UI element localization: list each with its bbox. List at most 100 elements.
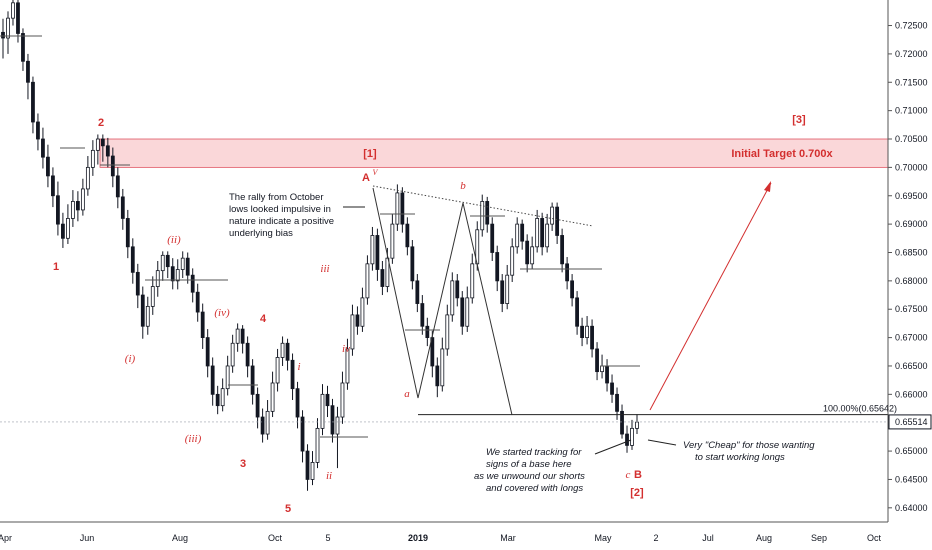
- time-tick-label: Oct: [268, 533, 283, 543]
- candle-body: [405, 223, 410, 248]
- candle-body: [36, 121, 40, 140]
- candle: [460, 291, 465, 335]
- candle-body: [210, 365, 215, 395]
- candle-body: [535, 218, 540, 248]
- price-axis[interactable]: 0.72500 0.72000 0.71500 0.71000 0.70500 0.700…: [888, 21, 928, 513]
- candle: [350, 304, 355, 356]
- candle-body: [295, 388, 300, 418]
- wave-label-1: 1: [53, 261, 59, 273]
- cheap-note-line: Very "Cheap" for those wanting: [683, 440, 815, 451]
- candle-body: [420, 303, 425, 327]
- candle-body: [135, 271, 140, 296]
- candle-body: [330, 405, 335, 435]
- candle-body: [390, 223, 395, 259]
- price-tick-label: 0.70000: [895, 162, 928, 172]
- candle: [11, 0, 15, 26]
- candle: [31, 76, 35, 134]
- candle-body: [95, 138, 100, 151]
- candle: [200, 303, 205, 349]
- wave-label-A-sup: V: [373, 168, 379, 177]
- candle-body: [125, 218, 130, 248]
- candle-body: [610, 382, 614, 395]
- time-tick-label: 2: [653, 533, 658, 543]
- rally-note: The rally from October lows looked impul…: [229, 192, 334, 239]
- candle-body: [270, 382, 275, 412]
- time-tick-label: Jun: [80, 533, 95, 543]
- candle: [245, 336, 250, 378]
- candle: [625, 425, 629, 453]
- candle-body: [105, 145, 110, 157]
- wave-abc-lines: [372, 187, 513, 416]
- price-tick-label: 0.72000: [895, 49, 928, 59]
- candle-body: [340, 382, 345, 418]
- candle-body: [350, 314, 355, 350]
- candle-body: [630, 427, 634, 446]
- candle-body: [600, 365, 604, 373]
- candle: [41, 127, 45, 169]
- candle-body: [235, 328, 240, 344]
- candle: [550, 202, 555, 231]
- price-tick-label: 0.69500: [895, 191, 928, 201]
- candle-body: [305, 450, 310, 480]
- plot-area[interactable]: [0, 0, 888, 522]
- candle: [135, 263, 140, 309]
- candle: [515, 217, 520, 254]
- time-tick-label: Aug: [756, 533, 772, 543]
- last-price-label: 0.65514: [895, 417, 928, 427]
- candle-body: [400, 192, 405, 225]
- price-tick-label: 0.67500: [895, 304, 928, 314]
- price-tick-label: 0.66500: [895, 361, 928, 371]
- candle-body: [370, 235, 375, 265]
- candle: [575, 291, 579, 335]
- candle-body: [110, 155, 115, 177]
- candle: [205, 329, 210, 378]
- candle-body: [635, 421, 639, 429]
- candle-body: [555, 206, 560, 236]
- rally-note-line: The rally from October: [229, 192, 324, 203]
- wave-label-i-paren: (i): [125, 353, 136, 365]
- candle-body: [300, 416, 305, 452]
- candle: [380, 261, 385, 296]
- wave-label-ii-paren: (ii): [167, 234, 181, 246]
- time-tick-label: May: [594, 533, 612, 543]
- candle-body: [240, 328, 245, 344]
- candle-body: [410, 246, 415, 282]
- candle: [565, 257, 570, 290]
- time-axis[interactable]: Apr Jun Aug Oct 5 2019 Mar May 2 Jul Aug…: [0, 533, 881, 543]
- candle-body: [385, 257, 390, 287]
- candle-body: [61, 223, 65, 239]
- candle: [520, 219, 525, 250]
- wave-label-iii-paren: (iii): [185, 433, 202, 445]
- candle: [145, 296, 150, 335]
- candle-body: [170, 266, 175, 282]
- candle: [290, 353, 295, 401]
- candle-body: [16, 2, 20, 34]
- candle-body: [220, 388, 225, 407]
- candle: [120, 188, 125, 230]
- candle-body: [325, 393, 330, 407]
- candle: [160, 251, 165, 281]
- candle: [510, 238, 515, 282]
- candle-body: [265, 410, 270, 435]
- candle-body: [465, 297, 470, 327]
- candle: [235, 323, 240, 352]
- candle: [21, 28, 25, 71]
- candle: [485, 196, 490, 233]
- candle-body: [66, 218, 70, 239]
- candle-body: [255, 393, 260, 418]
- candle: [405, 217, 410, 256]
- candle: [165, 251, 170, 279]
- candle: [400, 187, 405, 233]
- tracking-note-line: and covered with longs: [486, 483, 583, 494]
- candle-body: [550, 206, 555, 225]
- tracking-note-line: signs of a base here: [486, 459, 572, 470]
- candle: [75, 191, 80, 222]
- candle: [95, 134, 100, 165]
- candle: [450, 272, 455, 322]
- candle: [280, 336, 285, 366]
- price-tick-label: 0.64500: [895, 474, 928, 484]
- candle: [455, 274, 460, 307]
- candle: [390, 213, 395, 264]
- candle-body: [470, 263, 475, 299]
